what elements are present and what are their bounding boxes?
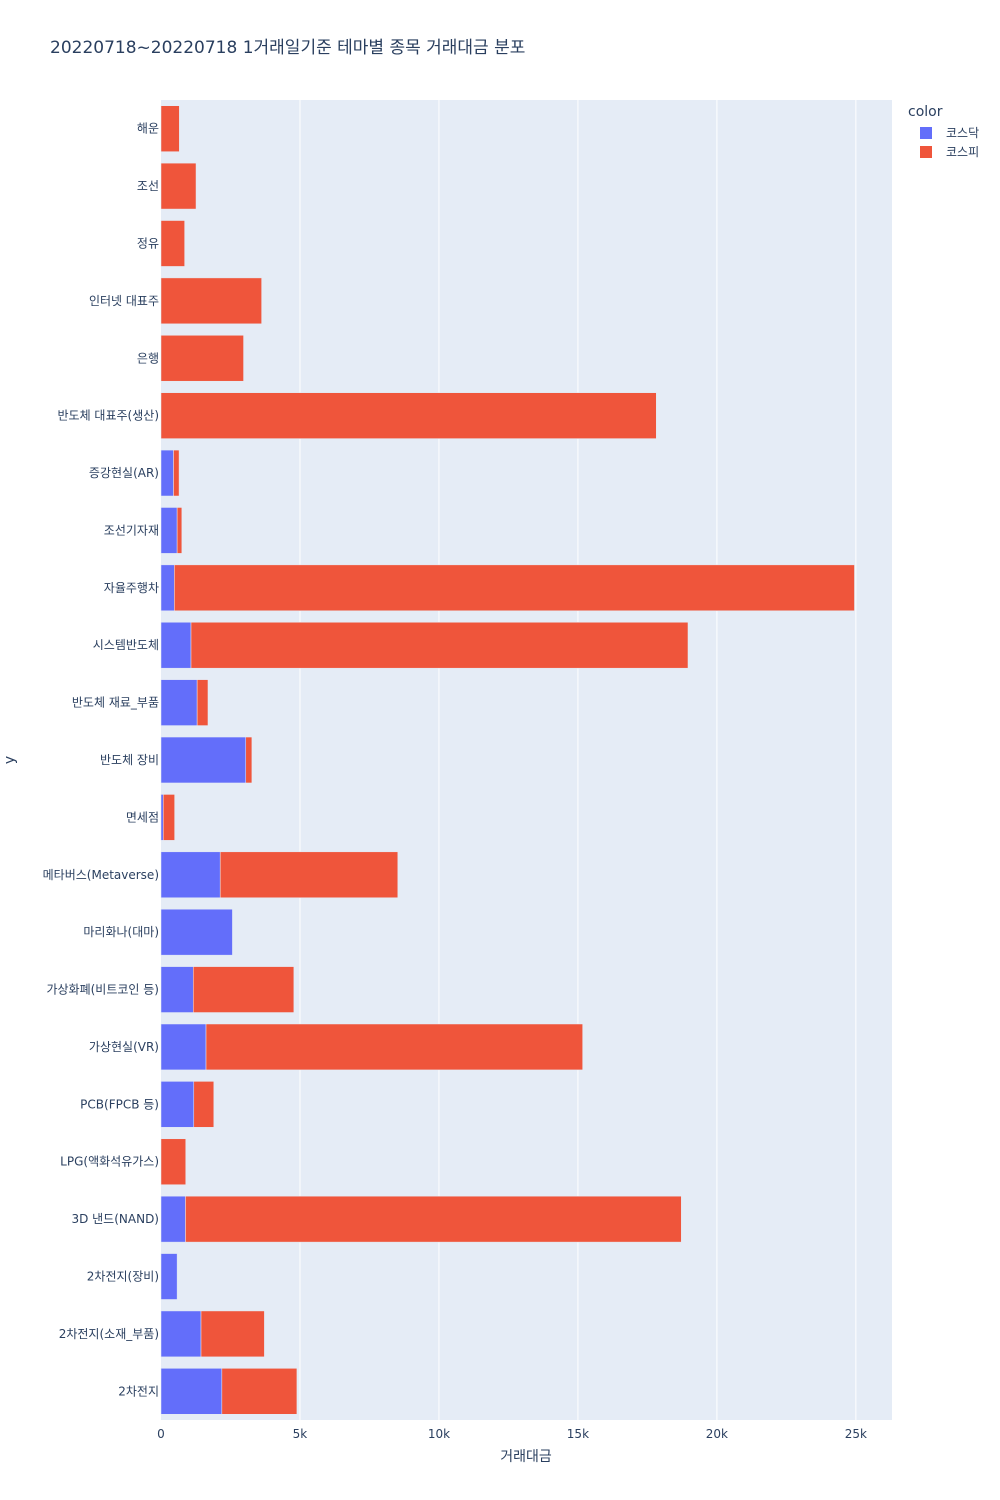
bar-kospi[interactable] bbox=[160, 105, 180, 152]
bar-kosdaq[interactable] bbox=[160, 1368, 223, 1415]
y-tick-label: 가상화폐(비트코인 등) bbox=[46, 983, 159, 997]
bar-kospi[interactable] bbox=[160, 1138, 186, 1185]
x-tick-label: 0 bbox=[157, 1427, 165, 1441]
bar-kosdaq[interactable] bbox=[160, 679, 198, 726]
y-tick-label: PCB(FPCB 등) bbox=[80, 1097, 159, 1111]
y-tick-label: 정유 bbox=[137, 236, 159, 250]
bar-kospi[interactable] bbox=[190, 622, 689, 669]
bar-kosdaq[interactable] bbox=[160, 908, 233, 956]
y-tick-label: 2차전지(장비) bbox=[87, 1270, 159, 1284]
y-tick-label: LPG(액화석유가스) bbox=[60, 1155, 159, 1169]
bar-kospi[interactable] bbox=[219, 851, 399, 898]
y-tick-label: 자율주행차 bbox=[104, 580, 159, 595]
bar-kospi[interactable] bbox=[160, 335, 244, 382]
x-tick-label: 15k bbox=[567, 1427, 589, 1441]
y-tick-label: 반도체 장비 bbox=[100, 753, 159, 767]
y-tick-label: 반도체 재료_부품 bbox=[72, 696, 159, 710]
x-tick-label: 25k bbox=[845, 1427, 867, 1441]
y-tick-label: 증강현실(AR) bbox=[89, 466, 159, 480]
y-tick-label: 면세점 bbox=[126, 810, 159, 824]
bar-kosdaq[interactable] bbox=[160, 736, 247, 784]
bar-kospi[interactable] bbox=[221, 1368, 298, 1415]
bar-kospi[interactable] bbox=[160, 220, 185, 267]
x-axis-tick-labels: 0 5k 10k 15k 20k 25k bbox=[157, 1427, 867, 1441]
x-tick-label: 5k bbox=[293, 1427, 308, 1441]
bar-kosdaq[interactable] bbox=[160, 794, 164, 841]
legend-swatch bbox=[920, 126, 932, 139]
bar-kospi[interactable] bbox=[196, 679, 209, 726]
y-tick-label: 시스템반도체 bbox=[93, 638, 159, 652]
bar-kospi[interactable] bbox=[174, 564, 855, 612]
bar-kospi[interactable] bbox=[160, 277, 262, 325]
y-tick-label: 조선 bbox=[137, 179, 159, 193]
bar-kosdaq[interactable] bbox=[160, 507, 178, 554]
bar-kosdaq[interactable] bbox=[160, 851, 221, 898]
bar-kosdaq[interactable] bbox=[160, 449, 174, 497]
legend-item-kospi[interactable]: 코스피 bbox=[908, 142, 979, 161]
bar-kospi[interactable] bbox=[192, 966, 295, 1013]
bar-kosdaq[interactable] bbox=[160, 564, 175, 612]
bar-kosdaq[interactable] bbox=[160, 622, 192, 669]
bar-kosdaq[interactable] bbox=[160, 966, 194, 1013]
bar-kospi[interactable] bbox=[193, 1081, 215, 1128]
y-tick-label: 2차전지(소재_부품) bbox=[59, 1327, 159, 1341]
legend-title: color bbox=[908, 104, 943, 120]
legend[interactable]: color 코스닥 코스피 bbox=[908, 104, 979, 161]
bar-kosdaq[interactable] bbox=[160, 1253, 178, 1300]
bar-kospi[interactable] bbox=[160, 392, 657, 439]
bar-kospi[interactable] bbox=[176, 507, 183, 554]
y-tick-label: 은행 bbox=[137, 350, 159, 365]
bar-kospi[interactable] bbox=[162, 794, 175, 841]
legend-label: 코스닥 bbox=[946, 126, 980, 140]
legend-swatch bbox=[920, 145, 932, 158]
x-tick-label: 10k bbox=[428, 1427, 450, 1441]
y-tick-label: 해운 bbox=[137, 122, 159, 136]
y-axis-title: y bbox=[2, 756, 18, 764]
y-tick-label: 가상현실(VR) bbox=[89, 1040, 159, 1054]
bar-kospi[interactable] bbox=[200, 1310, 265, 1358]
bar-kospi[interactable] bbox=[185, 1195, 682, 1243]
y-tick-label: 3D 낸드(NAND) bbox=[71, 1212, 159, 1226]
bar-kosdaq[interactable] bbox=[160, 1023, 207, 1071]
bar-kosdaq[interactable] bbox=[160, 1310, 202, 1358]
bars bbox=[160, 105, 855, 1415]
bar-kospi[interactable] bbox=[160, 162, 197, 210]
legend-label: 코스피 bbox=[946, 145, 980, 159]
legend-item-kosdaq[interactable]: 코스닥 bbox=[908, 123, 979, 142]
bar-kospi[interactable] bbox=[173, 449, 180, 497]
x-axis-title: 거래대금 bbox=[500, 1449, 552, 1465]
bar-kospi[interactable] bbox=[205, 1023, 583, 1071]
bar-kosdaq[interactable] bbox=[160, 1195, 186, 1243]
bar-kospi[interactable] bbox=[245, 736, 253, 784]
x-tick-label: 20k bbox=[706, 1427, 728, 1441]
y-tick-label: 반도체 대표주(생산) bbox=[58, 409, 160, 423]
y-tick-label: 마리화나(대마) bbox=[83, 925, 159, 939]
chart-title: 20220718~20220718 1거래일기준 테마별 종목 거래대금 분포 bbox=[50, 38, 526, 58]
bar-kosdaq[interactable] bbox=[160, 1081, 195, 1128]
y-tick-label: 조선기자재 bbox=[104, 523, 159, 537]
y-tick-label: 메타버스(Metaverse) bbox=[43, 868, 159, 882]
y-tick-label: 2차전지 bbox=[118, 1384, 159, 1398]
y-tick-label: 인터넷 대표주 bbox=[89, 294, 159, 308]
